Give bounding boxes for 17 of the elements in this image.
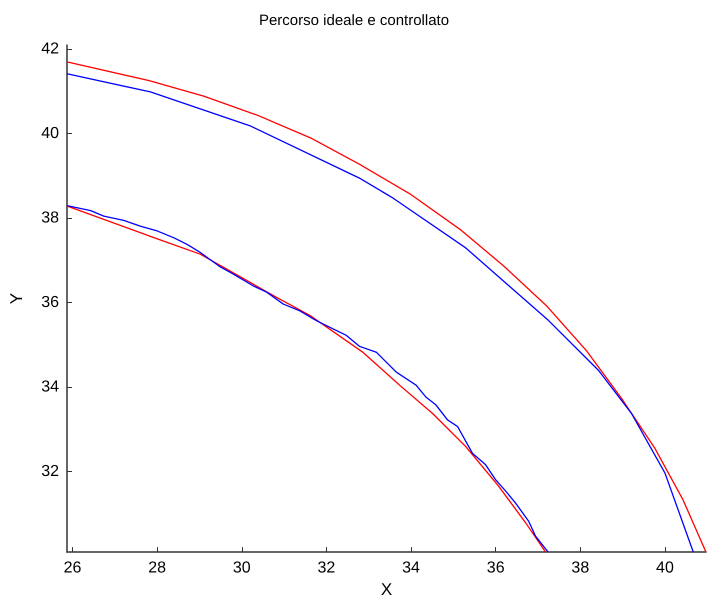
- x-tick-label: 36: [486, 560, 505, 577]
- y-tick-label: 36: [41, 294, 60, 311]
- chart-title: Percorso ideale e controllato: [258, 12, 450, 29]
- y-axis-title: Y: [7, 292, 26, 304]
- y-tick-label: 34: [41, 378, 60, 396]
- y-tick-label: 42: [41, 40, 60, 58]
- x-tick-label: 28: [148, 560, 166, 577]
- y-tick-label: 40: [41, 124, 60, 142]
- x-tick-label: 34: [402, 560, 420, 577]
- x-tick-label: 40: [656, 560, 674, 577]
- x-tick-label: 32: [318, 560, 336, 577]
- x-tick-label: 26: [64, 560, 82, 577]
- y-tick-label: 38: [41, 209, 60, 226]
- x-tick-label: 30: [232, 560, 251, 577]
- x-axis-title: X: [380, 580, 392, 599]
- y-tick-label: 32: [41, 462, 60, 480]
- x-tick-label: 38: [571, 560, 590, 577]
